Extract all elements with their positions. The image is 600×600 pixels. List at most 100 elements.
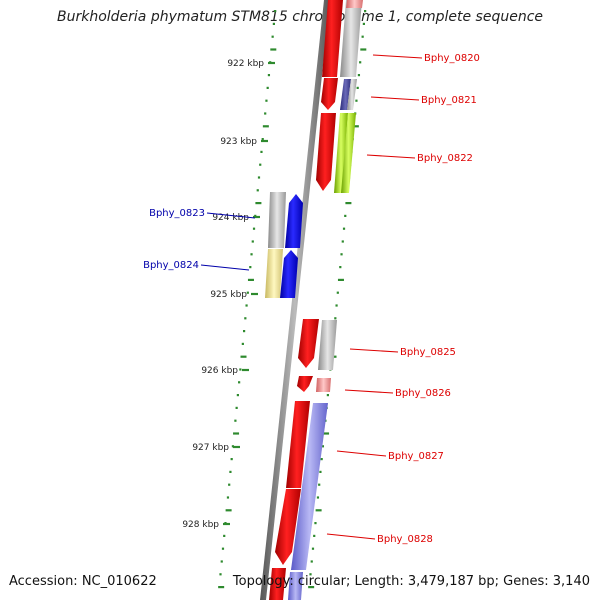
guide-dot bbox=[335, 304, 338, 307]
guide-dot bbox=[336, 291, 339, 294]
guide-dot bbox=[316, 496, 320, 499]
accession-label: Accession: NC_010622 bbox=[9, 574, 157, 589]
guide-dot bbox=[260, 150, 263, 153]
guide-dot bbox=[274, 10, 277, 13]
guide-dot bbox=[239, 368, 242, 371]
homolog-0822-bar-b bbox=[341, 113, 356, 193]
guide-dot bbox=[262, 125, 269, 128]
guide-dot bbox=[231, 445, 235, 448]
guide-dot bbox=[230, 458, 233, 461]
guide-dot bbox=[362, 22, 365, 25]
guide-dot bbox=[235, 406, 238, 409]
guide-dot bbox=[266, 86, 269, 89]
gene-label-bphy_0820[interactable]: Bphy_0820 bbox=[424, 53, 480, 64]
guide-dot bbox=[339, 266, 342, 269]
guide-dot bbox=[247, 278, 254, 281]
gene-label-bphy_0827[interactable]: Bphy_0827 bbox=[388, 451, 444, 462]
guide-dot bbox=[242, 330, 246, 333]
guide-dot bbox=[314, 522, 317, 525]
guide-dot bbox=[315, 509, 322, 512]
guide-dot bbox=[355, 99, 358, 102]
guide-dot bbox=[345, 202, 352, 205]
gene-0824-arrow bbox=[280, 250, 298, 298]
guide-dot bbox=[264, 112, 267, 115]
guide-dot bbox=[360, 48, 367, 51]
guide-dot bbox=[265, 99, 268, 102]
homolog-0827-bar bbox=[291, 403, 328, 570]
gene-0826-arrow bbox=[297, 376, 313, 392]
guide-dot bbox=[229, 470, 232, 473]
gene-leader-line bbox=[366, 154, 416, 159]
guide-dot bbox=[250, 253, 253, 256]
guide-dot bbox=[252, 227, 256, 230]
guide-dot bbox=[226, 496, 230, 499]
guide-dot bbox=[334, 317, 337, 320]
kbp-tick-label: 922 kbp bbox=[227, 59, 264, 69]
kbp-ticks: 922 kbp 923 kbp 924 kbp 925 kbp 926 kbp 927 k… bbox=[182, 59, 275, 530]
homolog-0821-bar bbox=[340, 79, 351, 110]
guide-dot bbox=[219, 573, 222, 576]
kbp-tick-label: 927 kbp bbox=[192, 443, 229, 453]
guide-dot bbox=[319, 470, 322, 473]
guide-dot bbox=[220, 560, 223, 563]
guide-dot bbox=[321, 445, 325, 448]
guide-dot bbox=[326, 394, 329, 397]
guide-dot bbox=[342, 227, 346, 230]
guide-dot bbox=[337, 278, 344, 281]
gene-label-bphy_0823[interactable]: Bphy_0823 bbox=[149, 208, 205, 219]
guide-dot bbox=[340, 253, 343, 256]
guide-dot bbox=[323, 432, 330, 435]
homolog-0824-bar bbox=[265, 249, 283, 298]
gene-leaders: Bphy_0820 Bphy_0821 Bphy_0822 Bphy_0825 Bphy… bbox=[143, 53, 480, 545]
gene-leader-line bbox=[200, 264, 250, 271]
guide-dot bbox=[361, 35, 364, 38]
kbp-tick-label: 928 kbp bbox=[182, 520, 219, 530]
gene-0821-arrow bbox=[321, 78, 338, 110]
gene-label-bphy_0822[interactable]: Bphy_0822 bbox=[417, 153, 473, 164]
gene-leader-line bbox=[326, 533, 376, 540]
gene-label-bphy_0821[interactable]: Bphy_0821 bbox=[421, 95, 477, 106]
gene-0820-arrow bbox=[322, 0, 343, 77]
guide-dot bbox=[344, 214, 347, 217]
guide-dot bbox=[311, 547, 315, 550]
guide-dot bbox=[352, 125, 359, 128]
guide-dot bbox=[251, 240, 254, 243]
kbp-tick-label: 925 kbp bbox=[210, 290, 247, 300]
guide-dot bbox=[238, 381, 241, 384]
gene-leader-line bbox=[344, 389, 394, 394]
guide-dot bbox=[256, 189, 259, 192]
gene-label-bphy_0825[interactable]: Bphy_0825 bbox=[400, 347, 456, 358]
gene-leader-line bbox=[336, 450, 387, 457]
guide-dot bbox=[241, 342, 244, 345]
guide-dot bbox=[221, 547, 225, 550]
guide-dot bbox=[255, 202, 262, 205]
kbp-tick-label: 926 kbp bbox=[201, 366, 238, 376]
guide-dot bbox=[357, 74, 361, 77]
guide-dot bbox=[261, 138, 264, 141]
map-title: Burkholderia phymatum STM815 chromosome … bbox=[56, 9, 543, 25]
sequence-backbone bbox=[260, 0, 330, 600]
guide-dot bbox=[234, 419, 237, 422]
gene-label-bphy_0824[interactable]: Bphy_0824 bbox=[143, 260, 199, 271]
gene-leader-line bbox=[372, 54, 423, 59]
guide-dot bbox=[271, 35, 274, 38]
guide-dot bbox=[246, 291, 249, 294]
homolog-bottom-bar bbox=[288, 572, 303, 600]
guide-dot bbox=[240, 355, 247, 358]
gene-0827-arrow bbox=[286, 401, 310, 488]
guide-dot bbox=[257, 176, 261, 179]
guide-dot bbox=[244, 317, 247, 320]
guide-dot bbox=[356, 86, 359, 89]
guide-dot bbox=[249, 266, 252, 269]
gene-label-bphy_0826[interactable]: Bphy_0826 bbox=[395, 388, 451, 399]
guide-dot bbox=[320, 458, 323, 461]
guide-dot bbox=[223, 534, 226, 537]
guide-dot bbox=[218, 586, 225, 589]
gene-label-bphy_0828[interactable]: Bphy_0828 bbox=[377, 534, 433, 545]
guide-dot bbox=[233, 432, 240, 435]
guide-dot bbox=[236, 394, 239, 397]
gene-0822-arrow bbox=[316, 113, 336, 191]
homolog-0821-gray bbox=[347, 79, 357, 110]
homolog-0825-bar bbox=[318, 320, 337, 370]
